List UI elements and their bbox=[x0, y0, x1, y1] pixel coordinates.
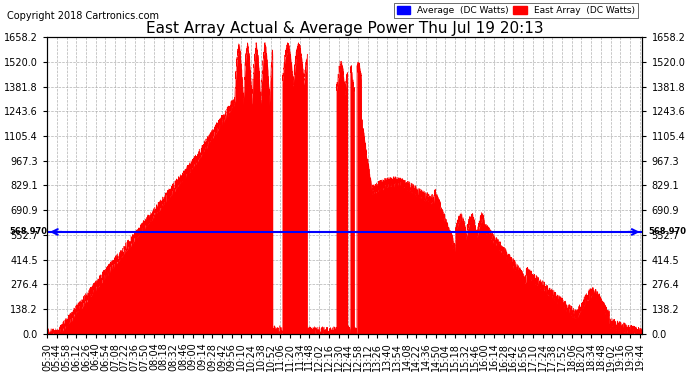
Text: Copyright 2018 Cartronics.com: Copyright 2018 Cartronics.com bbox=[7, 11, 159, 21]
Legend: Average  (DC Watts), East Array  (DC Watts): Average (DC Watts), East Array (DC Watts… bbox=[394, 3, 638, 18]
Text: 568.970: 568.970 bbox=[9, 228, 47, 237]
Title: East Array Actual & Average Power Thu Jul 19 20:13: East Array Actual & Average Power Thu Ju… bbox=[146, 21, 544, 36]
Text: 568.970: 568.970 bbox=[649, 228, 687, 237]
